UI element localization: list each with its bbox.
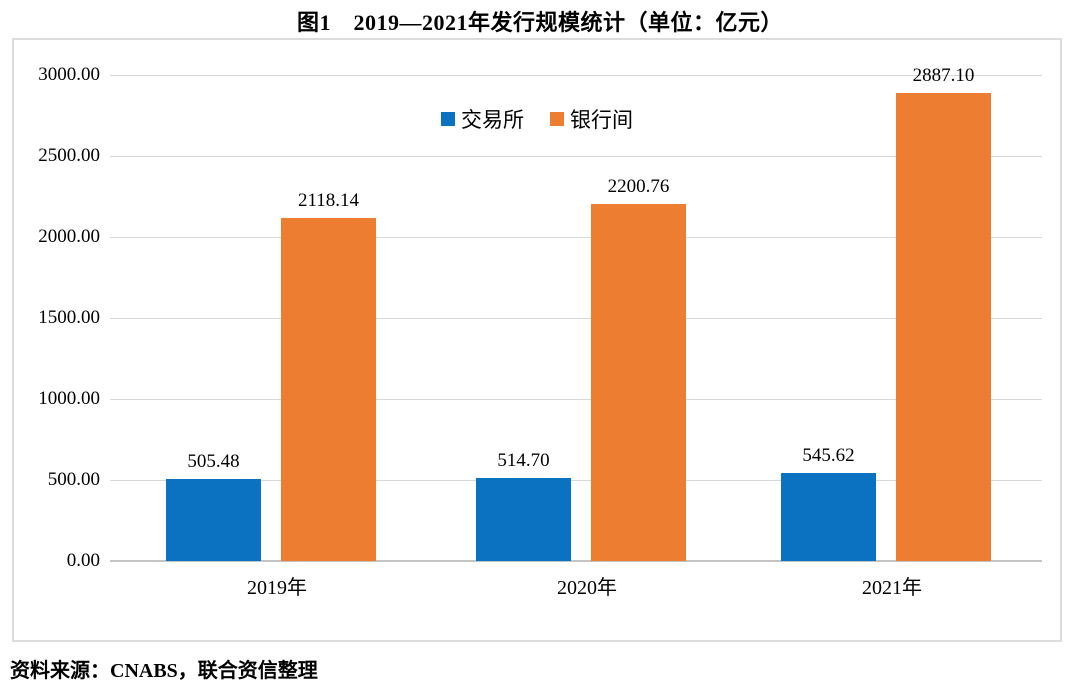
chart-frame: 交易所 银行间 0.00 500.00 1000.00 1500.00 2000.00 25… — [12, 38, 1062, 642]
x-axis-category-label: 2019年 — [247, 577, 307, 599]
bar-value-label: 2887.10 — [912, 65, 975, 87]
source-note: 资料来源：CNABS，联合资信整理 — [10, 660, 318, 682]
bar-value-label: 2118.14 — [297, 189, 360, 211]
y-axis-tick-label: 2500.00 — [38, 145, 100, 166]
y-axis-tick-label: 0.00 — [66, 550, 100, 571]
bar-value-label: 505.48 — [187, 451, 240, 473]
bar-interbank-2019年 — [281, 217, 376, 561]
legend-swatch-exchange — [441, 112, 455, 126]
x-axis-line — [110, 560, 1042, 562]
legend-item-exchange: 交易所 — [441, 104, 524, 134]
bar-value-label: 545.62 — [802, 444, 855, 466]
legend-item-interbank: 银行间 — [550, 104, 633, 134]
gridline — [110, 74, 1042, 76]
bar-exchange-2021年 — [781, 472, 876, 561]
gridline — [110, 155, 1042, 157]
plot-area: 0.00 500.00 1000.00 1500.00 2000.00 2500.00 30… — [14, 40, 1060, 640]
y-axis-tick-label: 500.00 — [47, 469, 100, 490]
x-axis-category-label: 2020年 — [557, 577, 617, 599]
y-axis-tick-label: 1000.00 — [38, 388, 100, 409]
gridline — [110, 479, 1042, 481]
legend-label-exchange: 交易所 — [461, 108, 524, 132]
bar-value-label: 2200.76 — [607, 176, 670, 198]
x-axis-category-label: 2021年 — [862, 577, 922, 599]
gridline — [110, 236, 1042, 238]
legend: 交易所 银行间 — [14, 104, 1060, 134]
gridline — [110, 398, 1042, 400]
y-axis-tick-label: 1500.00 — [38, 307, 100, 328]
legend-swatch-interbank — [550, 112, 564, 126]
y-axis-tick-label: 3000.00 — [38, 64, 100, 85]
bar-value-label: 514.70 — [497, 449, 550, 471]
bar-interbank-2020年 — [591, 204, 686, 561]
gridline — [110, 317, 1042, 319]
bar-interbank-2021年 — [896, 93, 991, 561]
chart-title: 图1 2019—2021年发行规模统计（单位：亿元） — [296, 10, 783, 35]
bar-exchange-2019年 — [166, 479, 261, 561]
legend-label-interbank: 银行间 — [570, 108, 633, 132]
bar-exchange-2020年 — [476, 477, 571, 561]
y-axis-tick-label: 2000.00 — [38, 226, 100, 247]
